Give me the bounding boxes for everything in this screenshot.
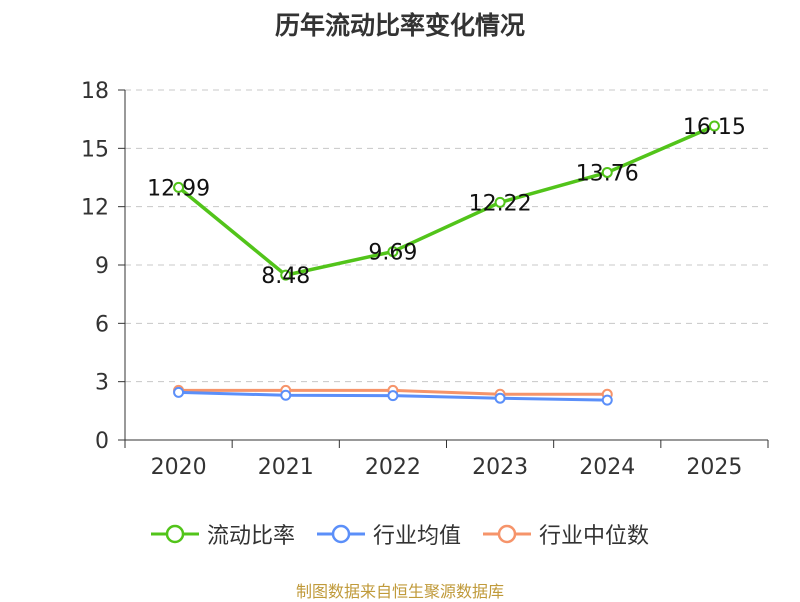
legend-marker-icon <box>150 524 199 544</box>
legend-marker-icon <box>316 524 365 544</box>
data-label: 12.99 <box>147 176 210 201</box>
data-point <box>173 386 185 398</box>
data-point <box>387 390 399 402</box>
y-tick-label: 3 <box>95 371 109 396</box>
data-label: 16.15 <box>683 115 746 140</box>
data-point <box>387 246 399 258</box>
data-point <box>494 196 506 208</box>
x-tick-label: 2022 <box>365 455 421 480</box>
y-tick-label: 18 <box>81 79 109 104</box>
data-label: 8.48 <box>261 264 310 289</box>
x-tick-label: 2024 <box>579 455 635 480</box>
x-tick-label: 2021 <box>258 455 314 480</box>
data-point <box>494 392 506 404</box>
data-point <box>708 120 720 132</box>
legend-label: 行业中位数 <box>539 524 650 549</box>
data-label: 13.76 <box>576 161 639 186</box>
legend-marker-icon <box>483 524 531 544</box>
data-point <box>280 389 292 401</box>
legend-item-current-ratio[interactable]: 流动比率 <box>150 518 295 550</box>
data-point <box>173 181 185 193</box>
y-tick-label: 12 <box>81 196 109 221</box>
data-point <box>280 269 292 281</box>
data-label: 9.69 <box>368 241 417 266</box>
data-point <box>601 394 613 406</box>
data-point <box>601 166 613 178</box>
x-tick-label: 2020 <box>151 455 207 480</box>
data-source-note: 制图数据来自恒生聚源数据库 <box>295 582 504 601</box>
line-chart: 0 3 6 9 12 15 18 2020 2021 2022 2023 2024 2025 12.99 8… <box>81 79 769 480</box>
x-tick-label: 2025 <box>686 455 742 480</box>
series-line <box>177 124 716 277</box>
chart-title: 历年流动比率变化情况 <box>274 11 525 40</box>
legend-label: 流动比率 <box>206 524 295 549</box>
y-tick-label: 0 <box>95 429 109 454</box>
y-tick-label: 9 <box>95 254 109 279</box>
y-tick-label: 15 <box>81 137 109 162</box>
legend-item-industry-median[interactable]: 行业中位数 <box>483 518 649 550</box>
legend-label: 行业均值 <box>372 524 461 549</box>
y-tick-label: 6 <box>95 312 109 337</box>
x-tick-label: 2023 <box>472 455 528 480</box>
data-label: 12.22 <box>469 191 532 216</box>
legend: 流动比率 行业均值 行业中位数 <box>0 518 800 550</box>
legend-item-industry-mean[interactable]: 行业均值 <box>316 518 461 550</box>
